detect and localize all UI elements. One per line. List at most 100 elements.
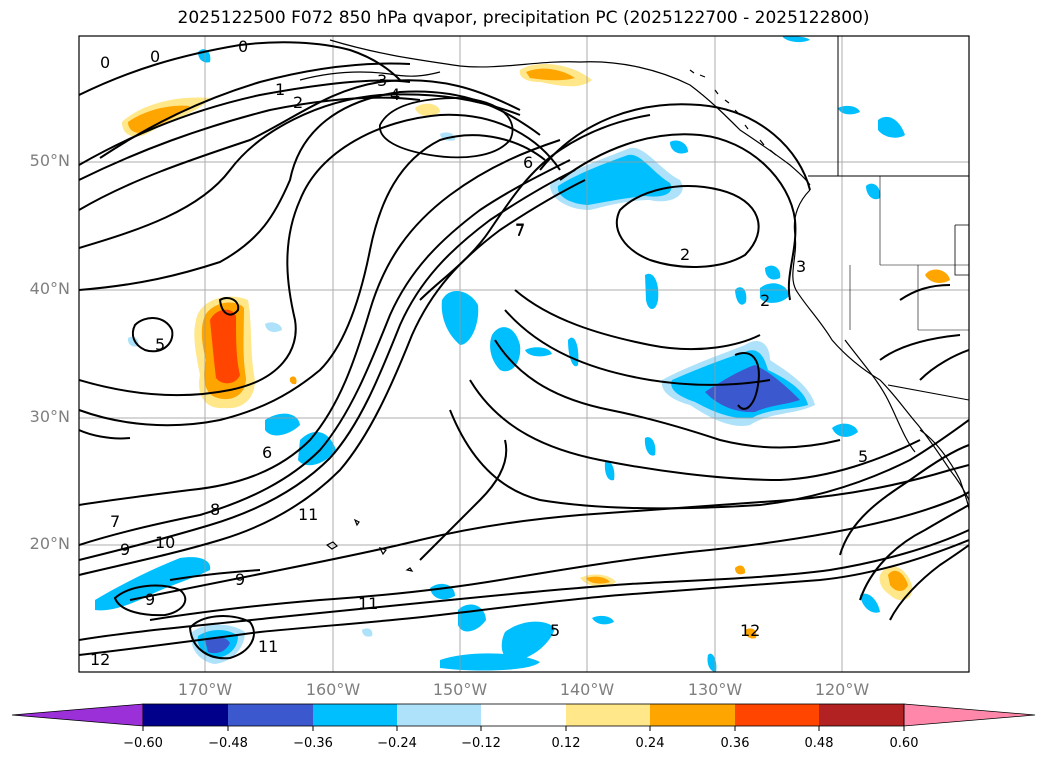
colorbar-bin <box>143 704 228 726</box>
colorbar-tick: −0.36 <box>293 736 333 751</box>
colorbar-tick: 0.24 <box>635 736 665 751</box>
contour-5 <box>79 90 541 291</box>
contour-3 <box>539 103 811 191</box>
lat-label-40n: 40°N <box>29 279 70 298</box>
contour-label: 3 <box>377 71 387 90</box>
map-title: 2025122500 F072 850 hPa qvapor, precipit… <box>177 8 870 28</box>
contour-west <box>79 429 131 440</box>
contour-6 <box>449 409 969 510</box>
baja-peninsula <box>844 339 916 453</box>
contour-mexico <box>879 334 961 361</box>
state-borders <box>954 224 969 276</box>
precip-positive-max <box>210 309 240 384</box>
contour-12 <box>149 491 969 621</box>
lat-label-20n: 20°N <box>29 534 70 553</box>
alaska-peninsula <box>299 71 441 81</box>
lat-label-30n: 30°N <box>29 407 70 426</box>
precip-negative-patch <box>362 628 373 637</box>
precip-negative-patch <box>568 337 579 367</box>
precip-negative-core <box>557 154 672 205</box>
precip-positive-patch <box>415 103 440 117</box>
political-borders <box>808 36 969 401</box>
contour-label: 11 <box>358 594 378 613</box>
contour-label: 6 <box>523 153 533 172</box>
contour-7 <box>79 134 546 427</box>
contour-7 <box>419 439 508 561</box>
contour-9 <box>169 569 261 581</box>
precip-negative-patch <box>592 615 614 625</box>
precip-negative-patch <box>265 413 300 436</box>
north-america-west-coast <box>792 189 969 501</box>
colorbar-bin <box>397 704 481 726</box>
contour-label: 12 <box>90 650 110 669</box>
precip-negative-patch <box>265 322 282 332</box>
precip-negative-patch <box>878 116 905 138</box>
precip-negative-patch <box>670 140 688 154</box>
contour-label: 9 <box>120 540 130 559</box>
contour-2 <box>514 289 761 351</box>
precip-negative-patch <box>298 431 336 466</box>
precip-positive-patch <box>925 269 950 283</box>
lon-label-140w: 140°W <box>559 680 615 699</box>
colorbar-tick: −0.60 <box>123 736 163 751</box>
contour-mexico <box>859 504 969 601</box>
contour-label: 0 <box>100 53 110 72</box>
colorbar-tick: 0.36 <box>720 736 750 751</box>
contour-2-closed <box>615 185 760 268</box>
alaska-coast <box>329 39 811 186</box>
contour-label: 7 <box>110 512 120 531</box>
precip-fills <box>95 36 950 672</box>
contour-label: 7 <box>515 221 525 240</box>
precip-negative-patch <box>866 183 881 200</box>
precip-negative-patch <box>501 621 555 662</box>
colorbar-tick: 0.12 <box>551 736 581 751</box>
mexico-coast <box>919 429 969 511</box>
contour-label: 12 <box>740 621 760 640</box>
contour-3 <box>79 79 521 211</box>
contour-10 <box>79 169 576 561</box>
contour-label: 3 <box>796 257 806 276</box>
colorbar <box>11 703 1036 731</box>
contour-label: 4 <box>390 85 400 104</box>
contour-label: 0 <box>150 47 160 66</box>
precip-negative-patch <box>604 461 615 481</box>
precip-negative-max <box>205 636 230 654</box>
contour-11 <box>129 464 969 601</box>
contour-closed-small <box>218 297 240 316</box>
contour-8 <box>79 139 561 506</box>
contour-2 <box>79 96 421 181</box>
precip-negative-patch <box>645 273 659 309</box>
contour-2 <box>559 133 797 301</box>
contour-label: 2 <box>680 245 690 264</box>
contour-4 <box>494 339 841 449</box>
contour-label: 9 <box>235 570 245 589</box>
map-frame <box>78 35 970 673</box>
contour-label: 10 <box>155 533 175 552</box>
state-borders <box>849 176 969 331</box>
contour-6 <box>79 113 561 397</box>
lon-label-120w: 120°W <box>814 680 870 699</box>
precip-positive-patch <box>289 376 297 385</box>
precip-negative-patch <box>735 287 747 305</box>
colorbar-bin <box>566 704 650 726</box>
precip-negative-patch <box>644 437 656 456</box>
colorbar-tick: −0.48 <box>208 736 248 751</box>
contour-5 <box>469 379 921 482</box>
colorbar-tick: 0.60 <box>889 736 919 751</box>
contour-label: 11 <box>258 637 278 656</box>
contour-0 <box>79 41 401 96</box>
lon-label-160w: 160°W <box>305 680 361 699</box>
contour-label: 5 <box>155 335 165 354</box>
contour-label: 5 <box>858 447 868 466</box>
contour-mexico <box>889 544 969 621</box>
lon-label-130w: 130°W <box>687 680 743 699</box>
colorbar-tick: −0.24 <box>377 736 417 751</box>
contour-9-closed <box>113 584 187 617</box>
precip-negative-patch <box>838 105 860 115</box>
colorbar-bin <box>650 704 735 726</box>
contour-12 <box>79 539 969 656</box>
contour-label: 9 <box>145 590 155 609</box>
lon-label-170w: 170°W <box>177 680 233 699</box>
precip-positive-patch <box>745 628 757 639</box>
